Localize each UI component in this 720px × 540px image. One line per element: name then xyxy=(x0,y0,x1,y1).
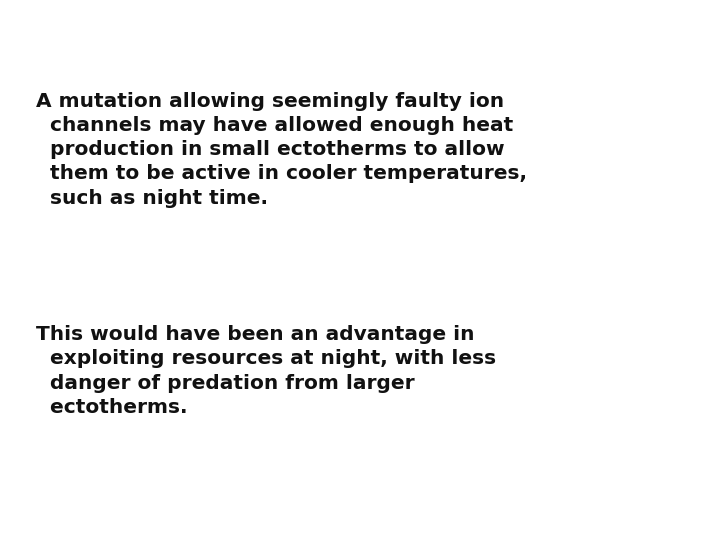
Text: This would have been an advantage in
  exploiting resources at night, with less
: This would have been an advantage in exp… xyxy=(36,325,496,417)
Text: 39.4 Body Temperature Depends on the Balance between Heat In
  and Heat Out of t: 39.4 Body Temperature Depends on the Bal… xyxy=(13,4,605,37)
Text: A mutation allowing seemingly faulty ion
  channels may have allowed enough heat: A mutation allowing seemingly faulty ion… xyxy=(36,92,527,207)
